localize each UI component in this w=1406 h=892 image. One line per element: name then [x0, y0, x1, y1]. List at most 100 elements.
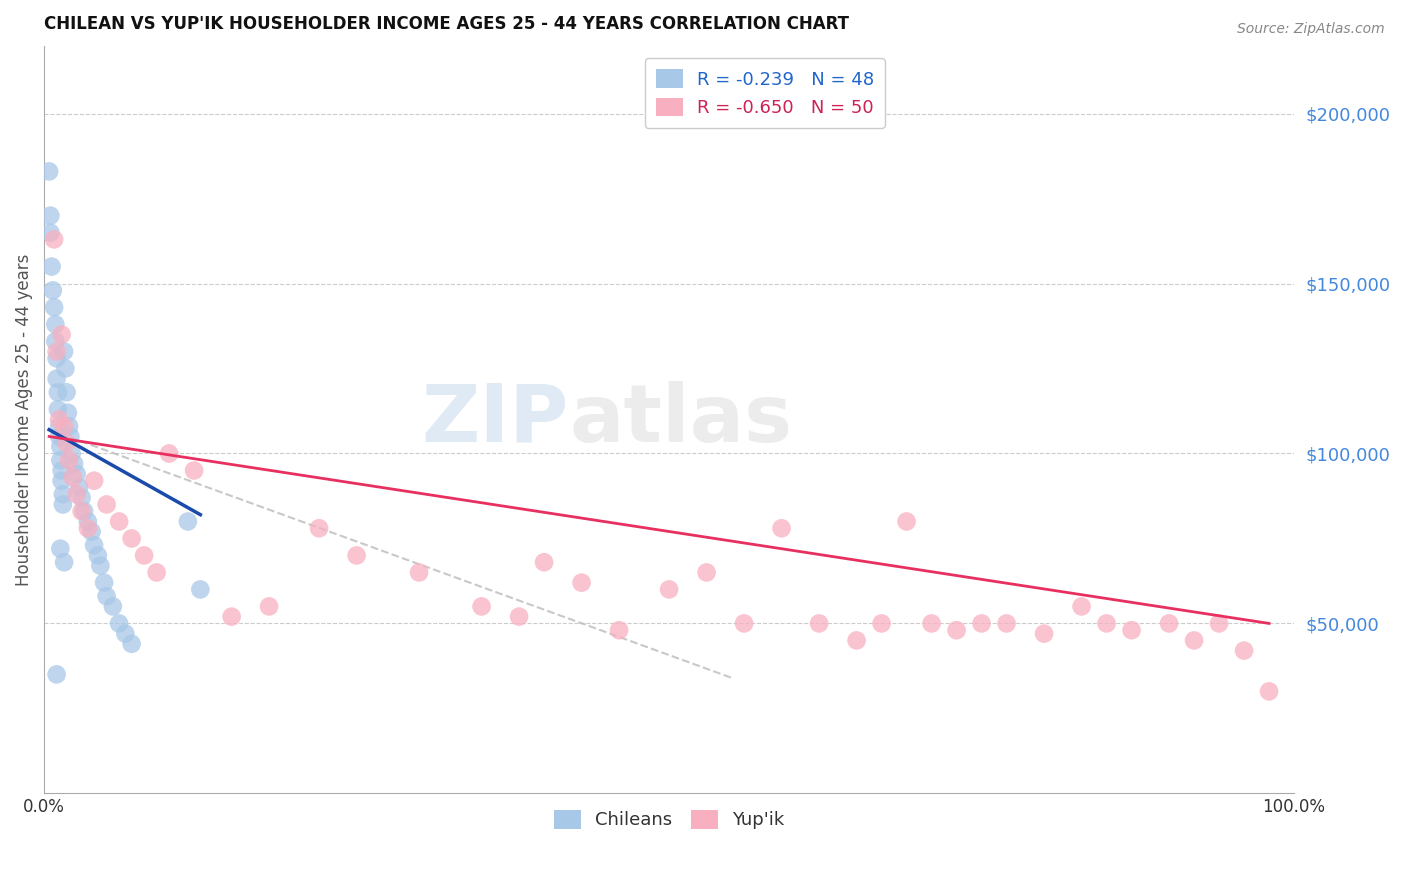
Point	[945, 624, 967, 638]
Point	[696, 566, 718, 580]
Point	[49, 453, 72, 467]
Point	[96, 589, 118, 603]
Point	[1233, 643, 1256, 657]
Point	[49, 541, 72, 556]
Point	[60, 446, 83, 460]
Point	[76, 521, 98, 535]
Point	[70, 504, 93, 518]
Point	[73, 504, 96, 518]
Point	[995, 616, 1018, 631]
Point	[52, 487, 75, 501]
Point	[51, 474, 73, 488]
Point	[346, 549, 368, 563]
Point	[145, 566, 167, 580]
Point	[42, 232, 65, 246]
Point	[1157, 616, 1180, 631]
Point	[38, 164, 60, 178]
Point	[121, 532, 143, 546]
Point	[1258, 684, 1281, 698]
Point	[308, 521, 330, 535]
Point	[53, 555, 76, 569]
Point	[70, 491, 93, 505]
Point	[55, 436, 77, 450]
Point	[53, 344, 76, 359]
Point	[114, 626, 136, 640]
Point	[56, 406, 79, 420]
Point	[49, 440, 72, 454]
Point	[45, 372, 67, 386]
Point	[87, 549, 110, 563]
Point	[508, 609, 530, 624]
Point	[83, 474, 105, 488]
Point	[41, 260, 63, 274]
Point	[190, 582, 212, 597]
Point	[89, 558, 111, 573]
Point	[177, 515, 200, 529]
Point	[157, 446, 180, 460]
Point	[53, 419, 76, 434]
Y-axis label: Householder Income Ages 25 - 44 years: Householder Income Ages 25 - 44 years	[15, 253, 32, 586]
Point	[42, 284, 65, 298]
Point	[1121, 624, 1143, 638]
Point	[65, 467, 87, 481]
Point	[1070, 599, 1092, 614]
Point	[51, 463, 73, 477]
Point	[48, 412, 70, 426]
Point	[93, 575, 115, 590]
Point	[108, 515, 131, 529]
Point	[48, 429, 70, 443]
Text: Source: ZipAtlas.com: Source: ZipAtlas.com	[1237, 22, 1385, 37]
Point	[471, 599, 494, 614]
Point	[59, 429, 82, 443]
Point	[45, 667, 67, 681]
Point	[44, 318, 66, 332]
Point	[39, 209, 62, 223]
Point	[58, 419, 80, 434]
Point	[1208, 616, 1230, 631]
Point	[62, 470, 84, 484]
Point	[921, 616, 943, 631]
Point	[607, 624, 630, 638]
Point	[257, 599, 280, 614]
Point	[44, 334, 66, 349]
Point	[108, 616, 131, 631]
Point	[221, 609, 243, 624]
Point	[1182, 633, 1205, 648]
Point	[65, 487, 87, 501]
Point	[51, 327, 73, 342]
Text: ZIP: ZIP	[422, 381, 569, 458]
Point	[58, 453, 80, 467]
Point	[53, 361, 76, 376]
Point	[80, 524, 103, 539]
Point	[48, 419, 70, 434]
Point	[658, 582, 681, 597]
Point	[101, 599, 124, 614]
Point	[76, 515, 98, 529]
Point	[896, 515, 918, 529]
Point	[96, 498, 118, 512]
Point	[42, 301, 65, 315]
Point	[63, 457, 86, 471]
Legend: Chileans, Yup'ik: Chileans, Yup'ik	[547, 803, 792, 837]
Point	[808, 616, 831, 631]
Text: CHILEAN VS YUP'IK HOUSEHOLDER INCOME AGES 25 - 44 YEARS CORRELATION CHART: CHILEAN VS YUP'IK HOUSEHOLDER INCOME AGE…	[44, 15, 849, 33]
Point	[83, 538, 105, 552]
Point	[845, 633, 868, 648]
Point	[52, 498, 75, 512]
Point	[408, 566, 430, 580]
Point	[533, 555, 555, 569]
Text: atlas: atlas	[569, 381, 792, 458]
Point	[55, 385, 77, 400]
Point	[970, 616, 993, 631]
Point	[39, 226, 62, 240]
Point	[870, 616, 893, 631]
Point	[132, 549, 155, 563]
Point	[571, 575, 593, 590]
Point	[46, 385, 69, 400]
Point	[67, 481, 90, 495]
Point	[733, 616, 755, 631]
Point	[770, 521, 793, 535]
Point	[45, 344, 67, 359]
Point	[46, 402, 69, 417]
Point	[121, 637, 143, 651]
